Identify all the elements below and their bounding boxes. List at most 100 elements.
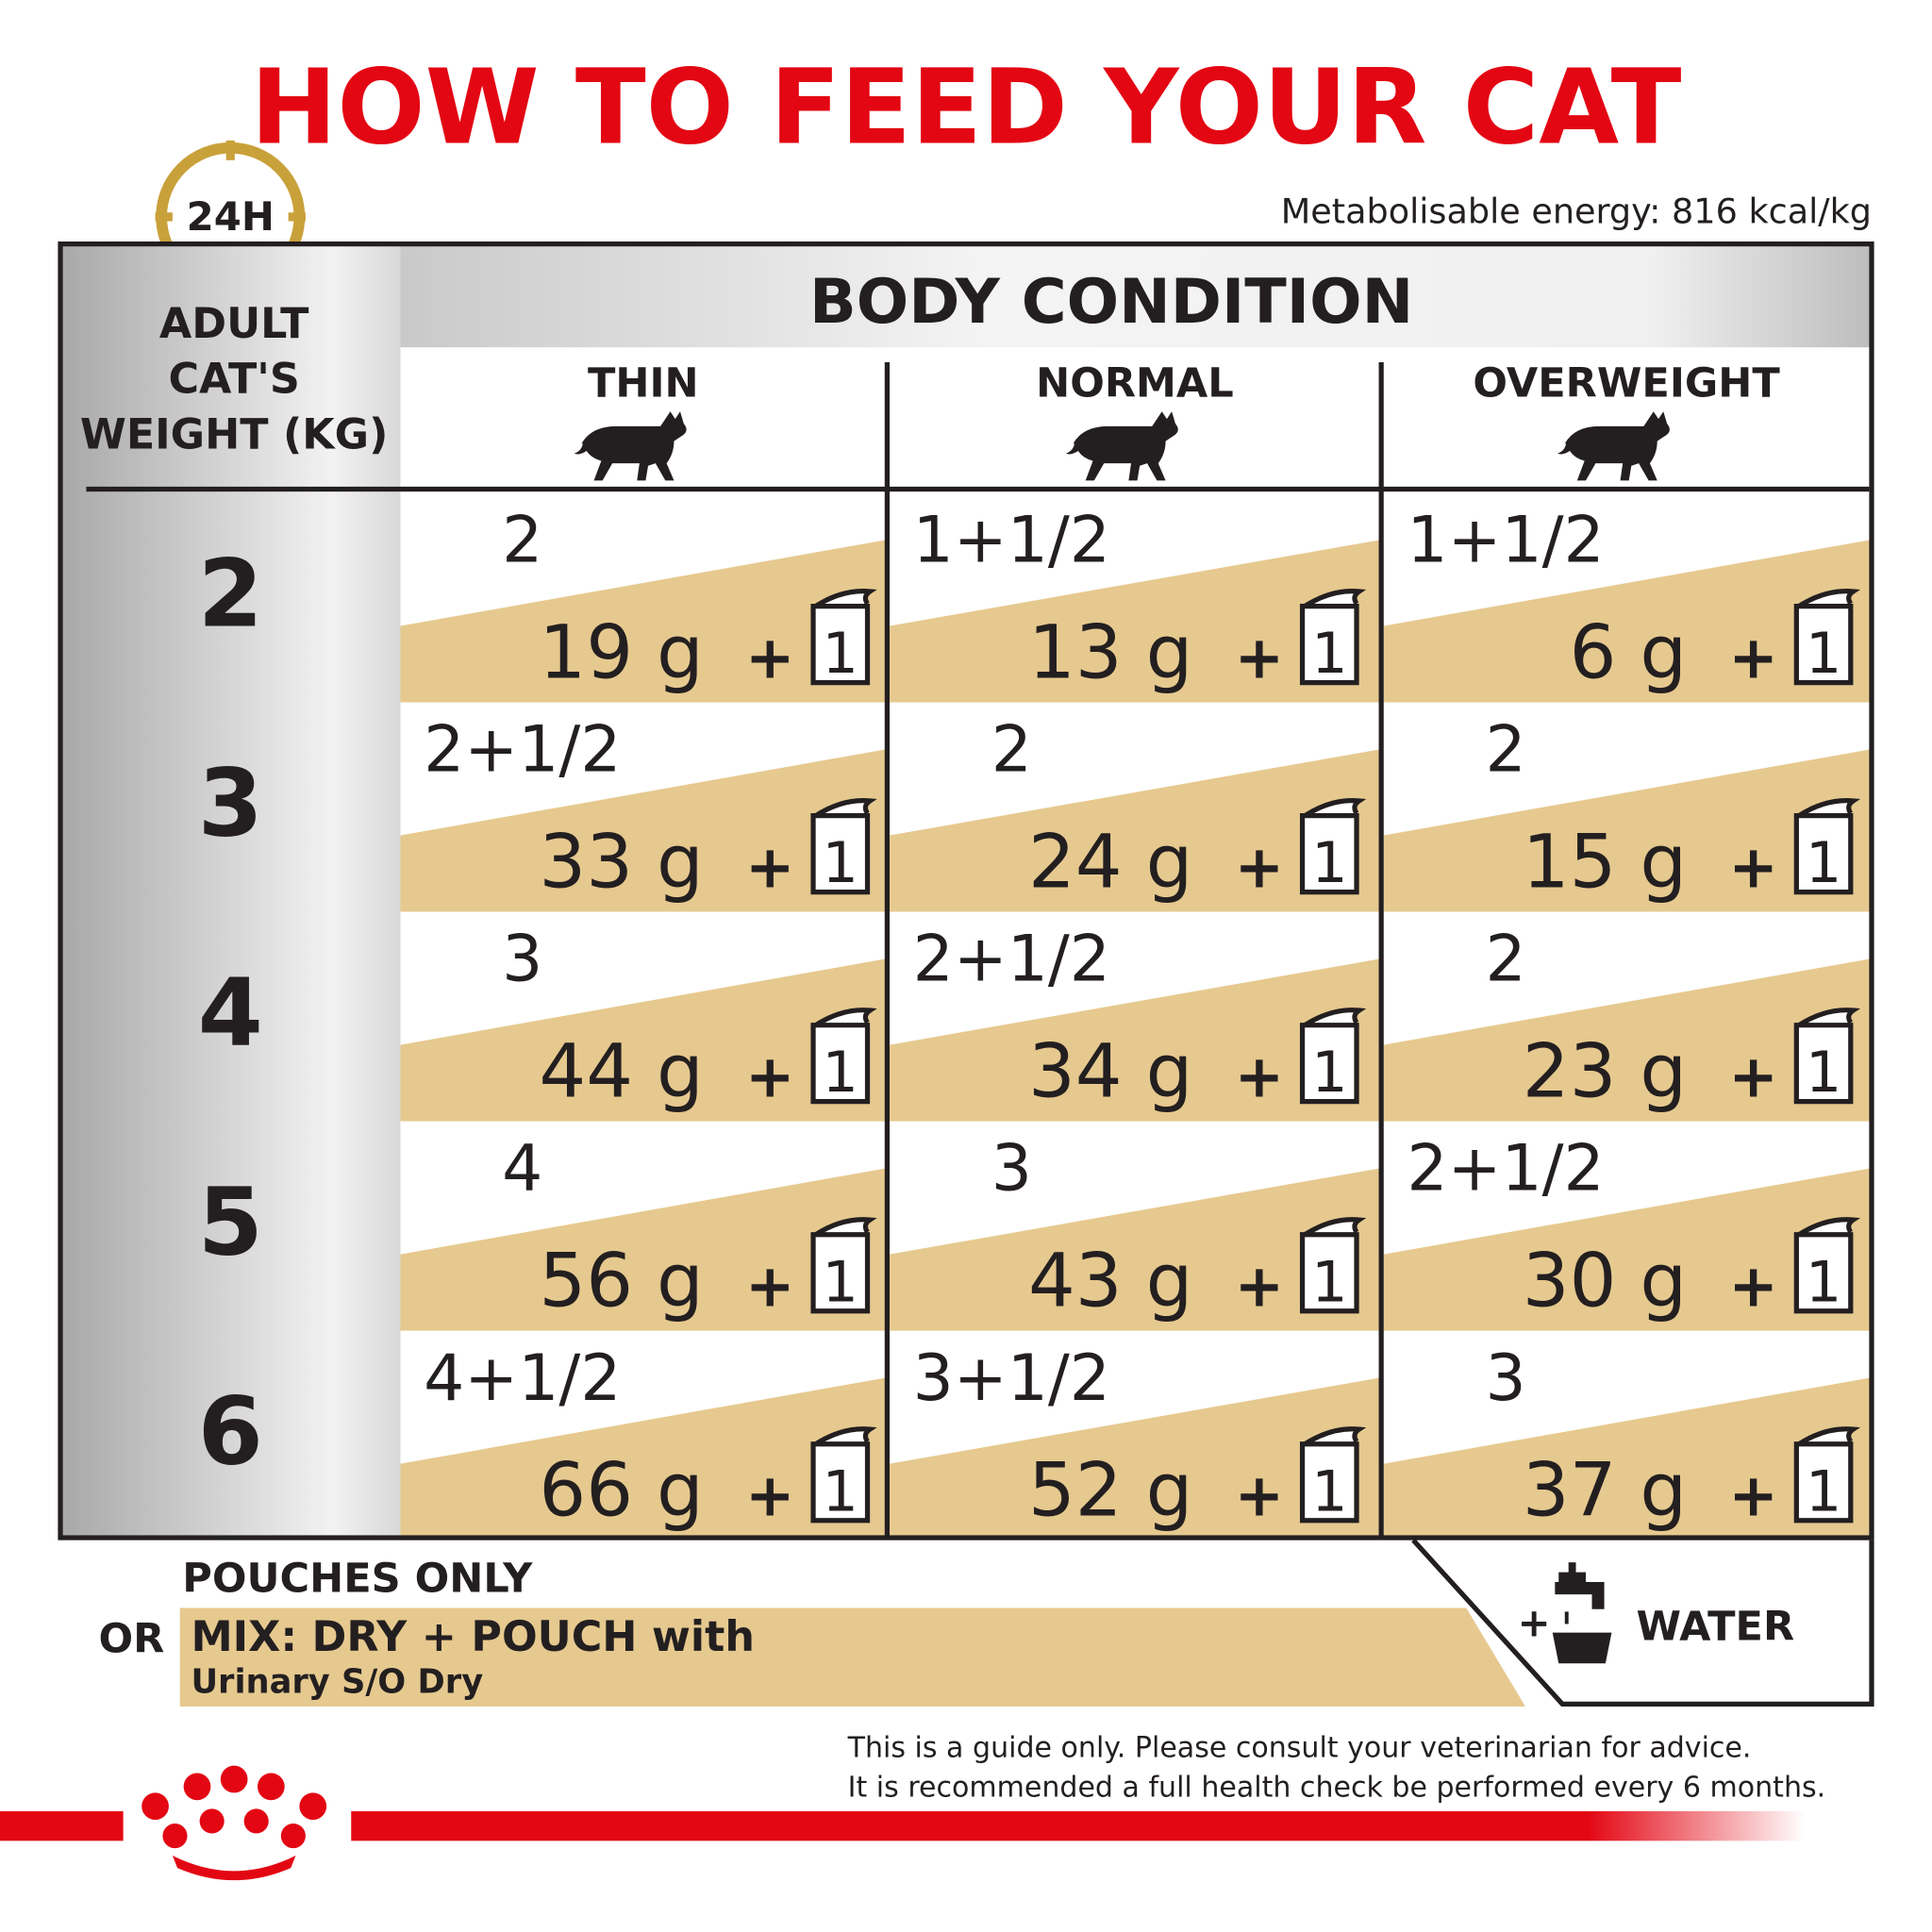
pouch-icon: 1	[1299, 798, 1367, 896]
plus: +	[745, 1461, 795, 1530]
plus: +	[1235, 1461, 1285, 1530]
pouch-count: 2	[1485, 923, 1525, 997]
pouch-count: 4+1/2	[424, 1341, 621, 1416]
pouch-label: 1	[1806, 1040, 1841, 1106]
dry-amount: 13 g	[1028, 609, 1192, 695]
pouch-icon: 1	[1793, 1426, 1861, 1524]
pouch-icon: 1	[1299, 589, 1367, 687]
pouch-label: 1	[823, 1458, 858, 1524]
plus: +	[745, 832, 795, 901]
weight: 3	[198, 750, 263, 858]
plus: +	[1728, 1041, 1778, 1110]
pouches-only: POUCHES ONLY	[182, 1556, 533, 1603]
column-header: OVERWEIGHT	[1473, 360, 1780, 408]
pouch-outline	[1299, 1426, 1367, 1524]
dry-band	[400, 1377, 888, 1541]
pouch-outline	[1793, 589, 1861, 686]
plus: +	[1235, 1041, 1285, 1110]
dry-amount: 34 g	[1028, 1028, 1192, 1114]
pouch-icon: 1	[1793, 1217, 1861, 1315]
dry-band	[1383, 1168, 1872, 1331]
dry-amount: 52 g	[1028, 1448, 1192, 1534]
plus: +	[1728, 1251, 1778, 1320]
pouch-label: 1	[823, 621, 858, 687]
plus: +	[745, 1251, 795, 1320]
pouch-outline	[810, 798, 877, 895]
dry-band	[400, 540, 888, 703]
pouch-outline	[1299, 1008, 1367, 1105]
plus: +	[1728, 623, 1778, 691]
plus: +	[1235, 1251, 1285, 1320]
dry-band	[890, 1377, 1382, 1541]
row-header: WEIGHT (KG)	[80, 410, 389, 458]
pouch-outline	[1299, 1217, 1367, 1314]
pouch-count: 2+1/2	[913, 923, 1110, 997]
pouch-icon: 1	[810, 798, 877, 896]
pouch-icon: 1	[810, 589, 877, 687]
disclaimer: This is a guide only. Please consult you…	[847, 1732, 1752, 1765]
pouch-label: 1	[1311, 1249, 1347, 1315]
pouch-icon: 1	[1793, 589, 1861, 687]
dry-amount: 44 g	[539, 1028, 703, 1114]
pouch-outline	[1793, 1426, 1861, 1524]
dry-amount: 24 g	[1028, 819, 1192, 905]
table-body	[400, 347, 1873, 1539]
dry-band	[1383, 540, 1872, 703]
pouch-outline	[810, 589, 877, 686]
column-header: THIN	[588, 360, 699, 408]
title: HOW TO FEED YOUR CAT	[251, 47, 1682, 168]
dry-amount: 33 g	[539, 819, 703, 905]
dry-amount: 15 g	[1523, 819, 1687, 905]
weight-column	[60, 243, 401, 1539]
pouch-outline	[1793, 798, 1861, 895]
pouch-count: 3+1/2	[913, 1341, 1110, 1416]
plus: +	[1728, 1461, 1778, 1530]
dry-band	[400, 749, 888, 912]
mix-band	[179, 1607, 1525, 1707]
dry-amount: 30 g	[1523, 1238, 1687, 1324]
pouch-icon: 1	[1299, 1008, 1367, 1106]
cat-silhouette	[1557, 411, 1670, 481]
weight: 5	[198, 1169, 263, 1277]
pouch-outline	[1793, 1217, 1861, 1314]
weight: 6	[198, 1378, 263, 1487]
weight: 2	[198, 541, 263, 649]
dry-band	[1383, 958, 1872, 1122]
pouch-label: 1	[1806, 830, 1841, 896]
water: WATER	[1637, 1603, 1795, 1650]
pouch-count: 2	[502, 504, 542, 578]
condition-band	[400, 243, 1873, 348]
pouch-label: 1	[1311, 621, 1347, 687]
row-header: CAT'S	[168, 356, 299, 404]
dry-amount: 6 g	[1570, 609, 1688, 695]
pouch-count: 3	[502, 923, 542, 997]
plus: +	[1235, 623, 1285, 691]
pouch-label: 1	[1806, 1249, 1841, 1315]
pouch-outline	[810, 1426, 877, 1524]
pouch-icon: 1	[810, 1426, 877, 1524]
dry-band	[890, 958, 1382, 1122]
brand-bar	[351, 1811, 1806, 1841]
dry-amount: 66 g	[539, 1448, 703, 1534]
dry-amount: 37 g	[1523, 1448, 1687, 1534]
pouch-label: 1	[823, 1040, 858, 1106]
dry-band	[890, 1168, 1382, 1331]
brand-logo	[142, 1765, 327, 1881]
pouch-label: 1	[823, 1249, 858, 1315]
pouch-outline	[1299, 798, 1367, 895]
plus: +	[1235, 832, 1285, 901]
pouch-outline	[1793, 1008, 1861, 1105]
pouch-outline	[1299, 589, 1367, 686]
column-header: NORMAL	[1036, 360, 1234, 408]
or: OR	[98, 1616, 164, 1663]
pouch-count: 4	[502, 1132, 542, 1207]
pouch-count: 1+1/2	[1407, 504, 1604, 578]
pouch-label: 1	[1806, 1458, 1841, 1524]
pouch-label: 1	[1311, 830, 1347, 896]
pouch-outline	[810, 1008, 877, 1105]
pouch-count: 2	[1485, 713, 1525, 788]
pouch-icon: 1	[1793, 1008, 1861, 1106]
pouch-icon: 1	[810, 1008, 877, 1106]
pouch-count: 2	[991, 713, 1032, 788]
